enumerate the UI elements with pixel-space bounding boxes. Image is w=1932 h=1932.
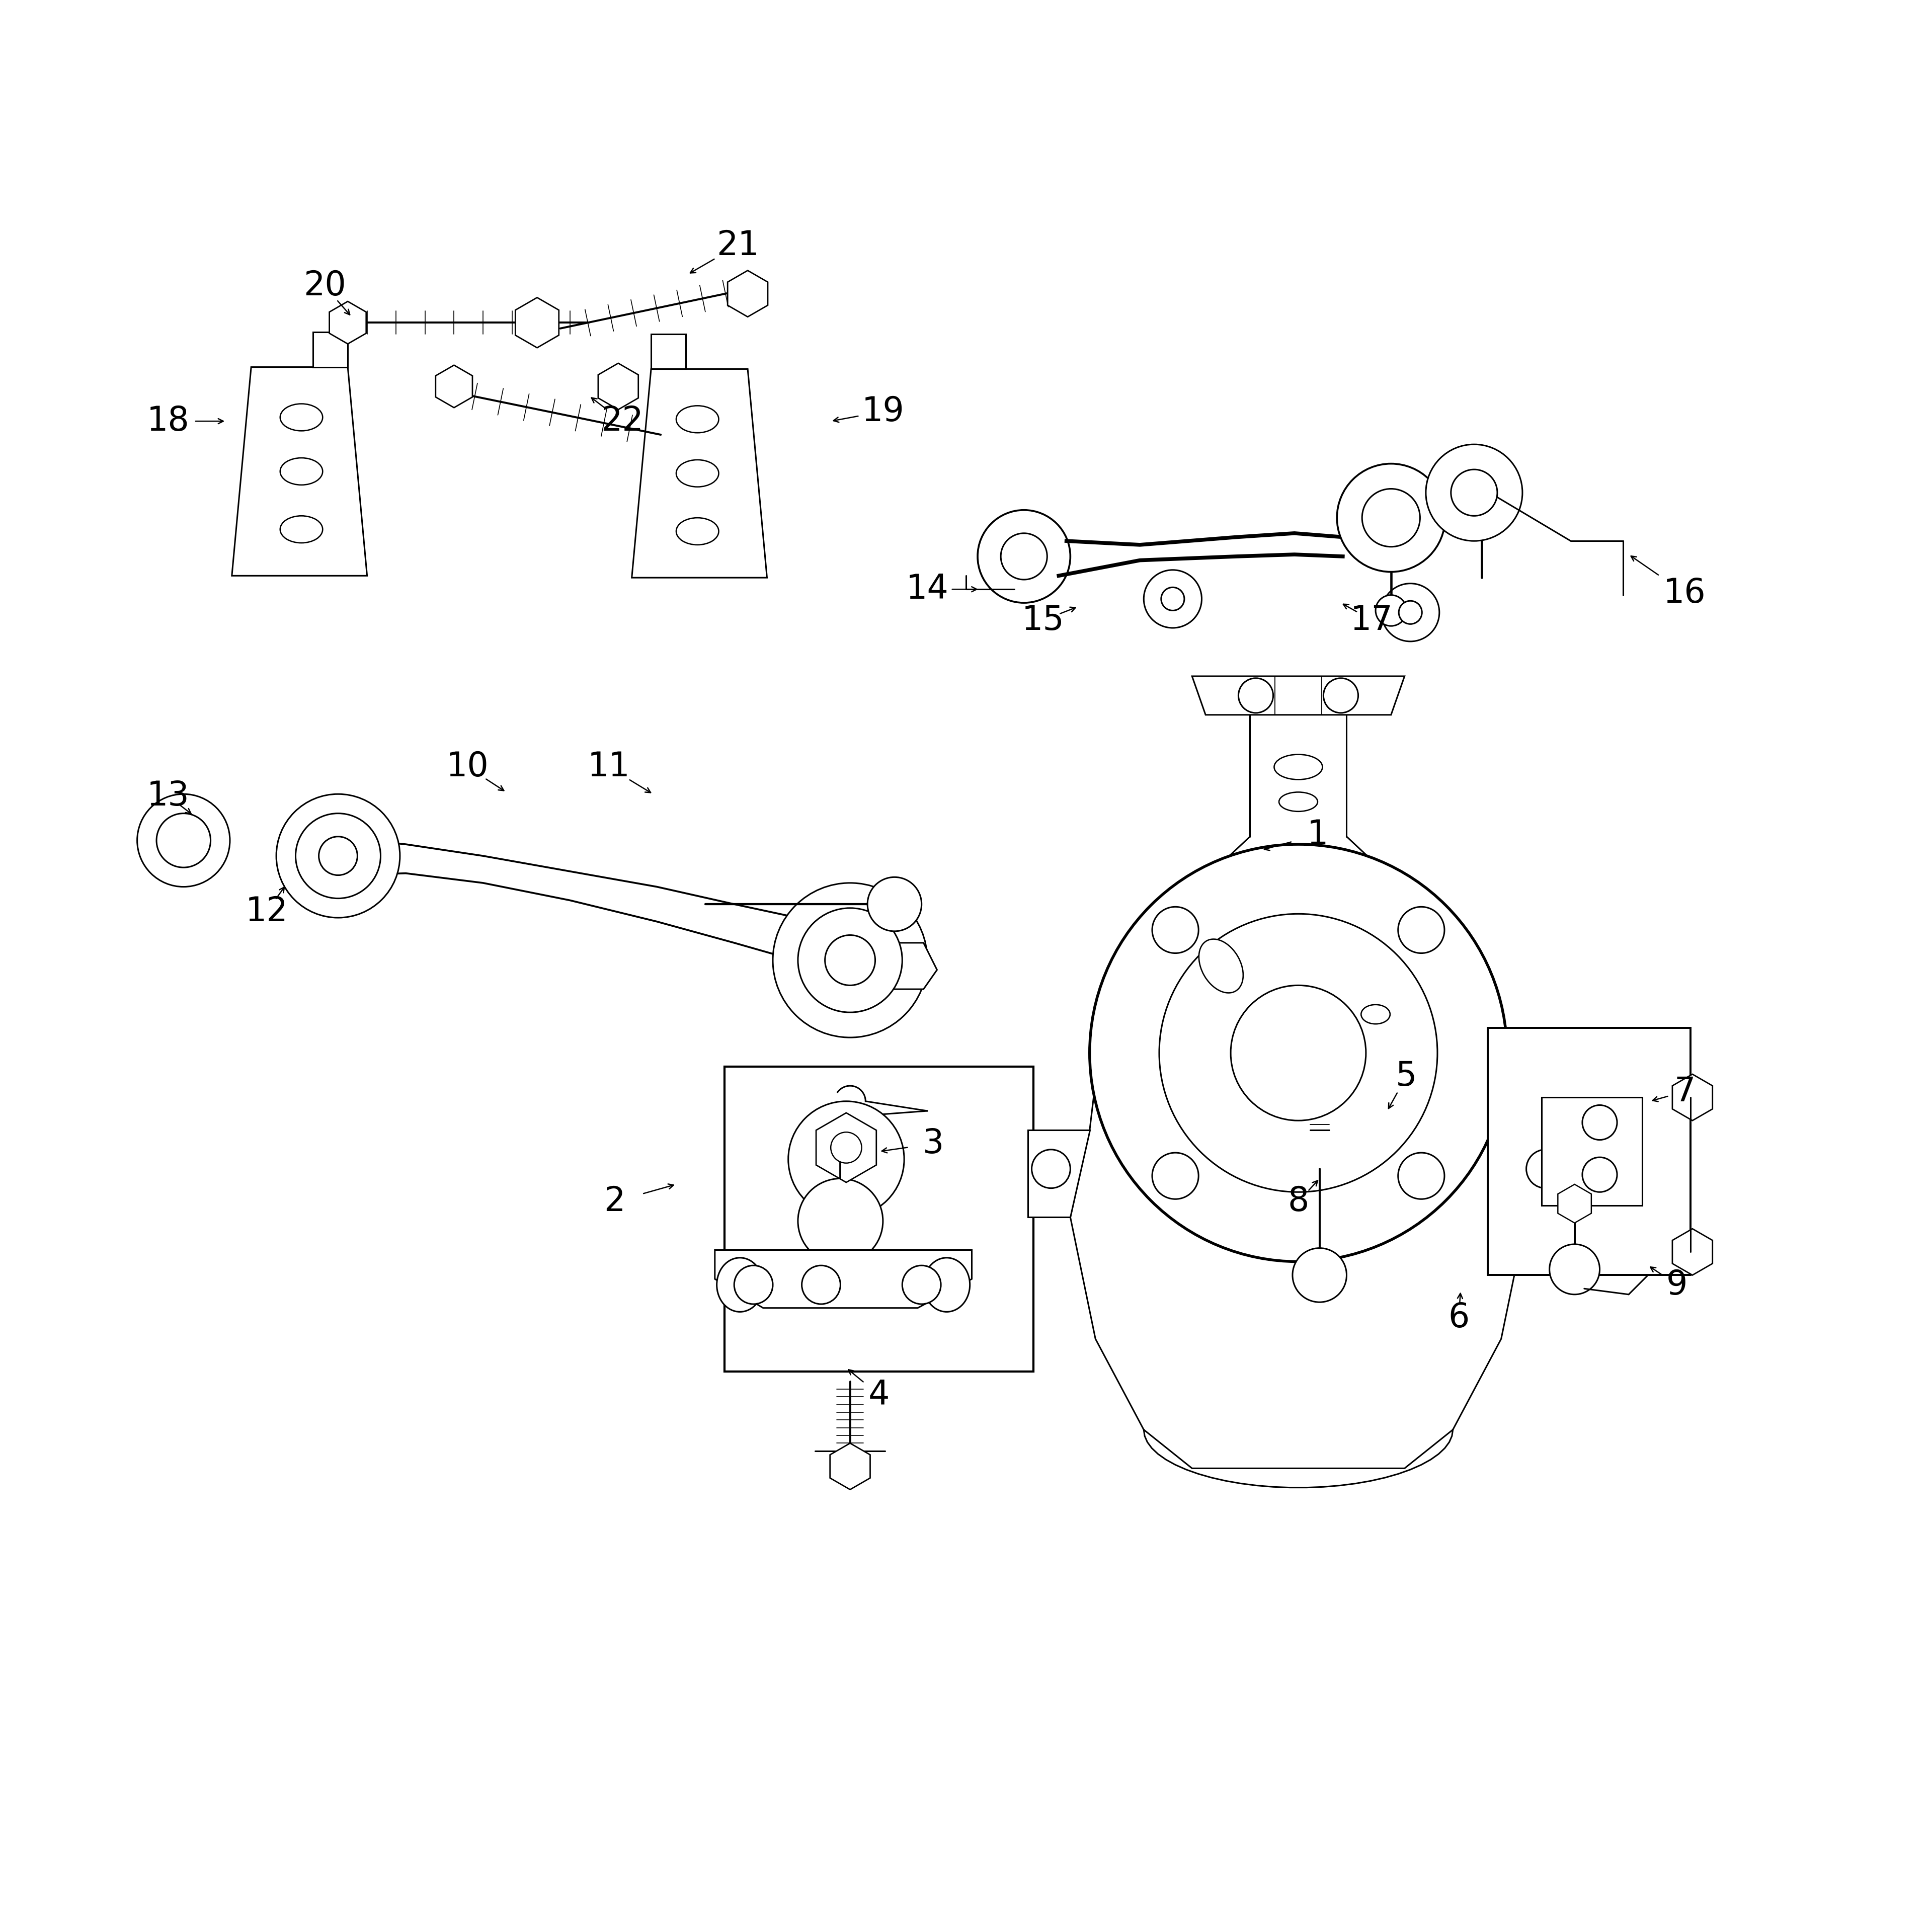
Circle shape [1582,1157,1617,1192]
Circle shape [831,1132,862,1163]
Polygon shape [831,1443,869,1490]
Circle shape [978,510,1070,603]
Text: 14: 14 [906,572,949,607]
Text: 20: 20 [303,269,346,303]
Text: 4: 4 [867,1378,891,1412]
Circle shape [1032,1150,1070,1188]
Circle shape [1526,1150,1565,1188]
Circle shape [773,883,927,1037]
Text: 10: 10 [446,750,489,784]
Circle shape [802,1265,840,1304]
Circle shape [1376,595,1406,626]
Text: 7: 7 [1673,1074,1696,1109]
Circle shape [1144,570,1202,628]
Polygon shape [715,1250,972,1308]
Circle shape [156,813,211,867]
Ellipse shape [1200,939,1242,993]
Circle shape [1231,985,1366,1121]
Text: 6: 6 [1447,1300,1470,1335]
Text: 3: 3 [922,1126,945,1161]
Ellipse shape [717,1258,763,1312]
Ellipse shape [1360,1005,1391,1024]
Text: 1: 1 [1306,817,1329,852]
Circle shape [1238,678,1273,713]
Circle shape [1426,444,1522,541]
Ellipse shape [280,516,323,543]
Polygon shape [632,369,767,578]
Text: 15: 15 [1022,603,1065,638]
Polygon shape [728,270,767,317]
Circle shape [788,1101,904,1217]
Text: 13: 13 [147,779,189,813]
Text: 5: 5 [1395,1059,1418,1094]
Text: 12: 12 [245,895,288,929]
Text: 16: 16 [1663,576,1706,611]
Circle shape [1399,906,1445,952]
Ellipse shape [1279,792,1318,811]
Text: 9: 9 [1665,1267,1689,1302]
Circle shape [1337,464,1445,572]
Ellipse shape [676,406,719,433]
Circle shape [1399,1153,1445,1200]
Text: 8: 8 [1287,1184,1310,1219]
Polygon shape [1028,1130,1090,1217]
Circle shape [1151,906,1198,952]
Polygon shape [435,365,473,408]
Circle shape [276,794,400,918]
Polygon shape [881,943,937,989]
Circle shape [1362,489,1420,547]
Ellipse shape [923,1258,970,1312]
Polygon shape [348,838,885,980]
Polygon shape [328,301,367,344]
Text: 21: 21 [717,228,759,263]
Text: 17: 17 [1350,603,1393,638]
Bar [1488,1028,1691,1275]
Polygon shape [1542,1097,1642,1206]
Polygon shape [815,1113,877,1182]
Circle shape [1549,1244,1600,1294]
Circle shape [296,813,381,898]
Circle shape [798,1179,883,1264]
Circle shape [1090,844,1507,1262]
Ellipse shape [676,518,719,545]
Circle shape [137,794,230,887]
Circle shape [825,935,875,985]
Circle shape [1451,469,1497,516]
Text: 19: 19 [862,394,904,429]
Circle shape [867,877,922,931]
Circle shape [1399,601,1422,624]
Text: 2: 2 [603,1184,626,1219]
Circle shape [1159,914,1437,1192]
Polygon shape [1673,1074,1712,1121]
Circle shape [1161,587,1184,611]
Circle shape [1323,678,1358,713]
Bar [725,1066,1034,1372]
Text: 18: 18 [147,404,189,439]
Ellipse shape [280,404,323,431]
Polygon shape [1192,676,1405,715]
Circle shape [734,1265,773,1304]
Polygon shape [516,298,558,348]
Polygon shape [1673,1229,1712,1275]
Text: 22: 22 [601,404,643,439]
Ellipse shape [1275,753,1321,781]
Polygon shape [232,367,367,576]
Polygon shape [1557,1184,1592,1223]
Circle shape [1001,533,1047,580]
Text: 11: 11 [587,750,630,784]
Circle shape [798,908,902,1012]
Polygon shape [1507,1130,1569,1217]
Circle shape [1151,1153,1198,1200]
Polygon shape [313,332,348,367]
Circle shape [1381,583,1439,641]
Ellipse shape [676,460,719,487]
Polygon shape [651,334,686,369]
Circle shape [1293,1248,1347,1302]
Circle shape [319,837,357,875]
Polygon shape [599,363,638,410]
Ellipse shape [280,458,323,485]
Circle shape [1582,1105,1617,1140]
Circle shape [902,1265,941,1304]
